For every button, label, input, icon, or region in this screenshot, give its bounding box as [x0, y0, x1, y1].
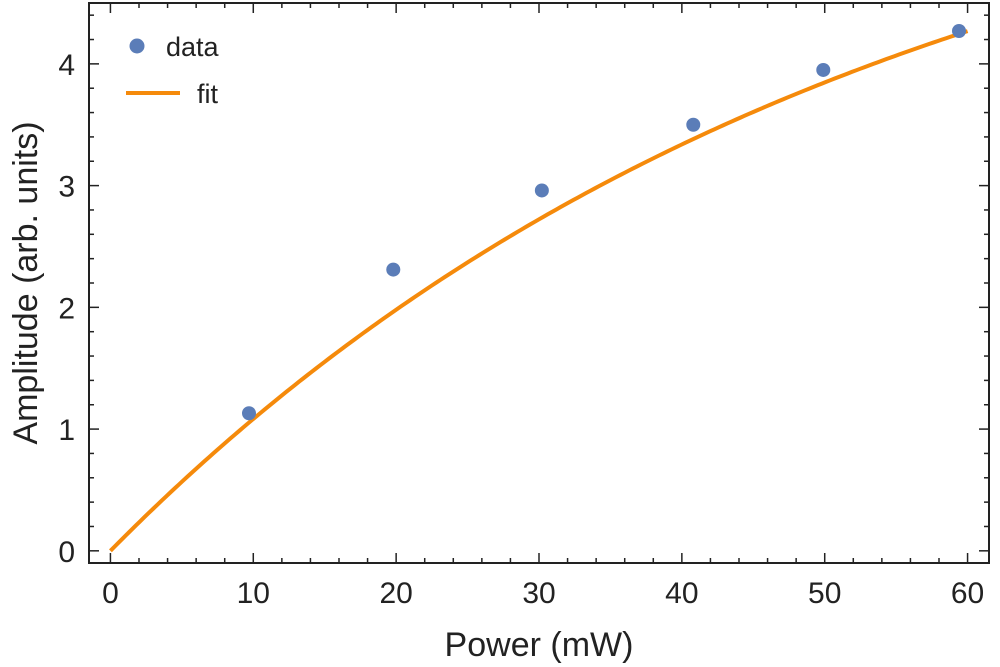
legend-data-label: data	[166, 32, 220, 62]
legend: data fit	[126, 32, 220, 109]
y-tick-label: 2	[58, 292, 75, 325]
data-point	[686, 117, 701, 132]
data-point	[386, 262, 401, 277]
axis-tick-labels: 0 10 20 30 40 50 60 0 1 2 3 4	[58, 49, 984, 610]
y-tick-label: 4	[58, 49, 75, 82]
data-point	[534, 183, 549, 198]
data-point	[242, 406, 256, 421]
y-tick-label: 3	[58, 171, 75, 204]
plot-frame	[88, 2, 990, 564]
x-tick-label: 50	[808, 577, 841, 610]
x-axis-title: Power (mW)	[445, 626, 634, 664]
x-tick-label: 0	[102, 577, 119, 610]
data-point	[816, 62, 831, 77]
x-tick-label: 60	[951, 577, 984, 610]
legend-fit-label: fit	[197, 79, 219, 109]
x-tick-label: 20	[379, 577, 412, 610]
x-tick-label: 40	[665, 577, 698, 610]
fit-layer	[109, 29, 969, 553]
fit-curve	[109, 29, 969, 553]
legend-data-marker	[129, 38, 145, 54]
x-tick-label: 10	[237, 577, 270, 610]
x-tick-label: 30	[522, 577, 555, 610]
y-axis-title: Amplitude (arb. units)	[7, 121, 45, 444]
data-point	[952, 24, 966, 38]
data-points-layer	[242, 24, 966, 421]
y-tick-label: 1	[58, 414, 75, 447]
y-tick-label: 0	[58, 536, 75, 569]
axis-ticks	[89, 3, 989, 563]
